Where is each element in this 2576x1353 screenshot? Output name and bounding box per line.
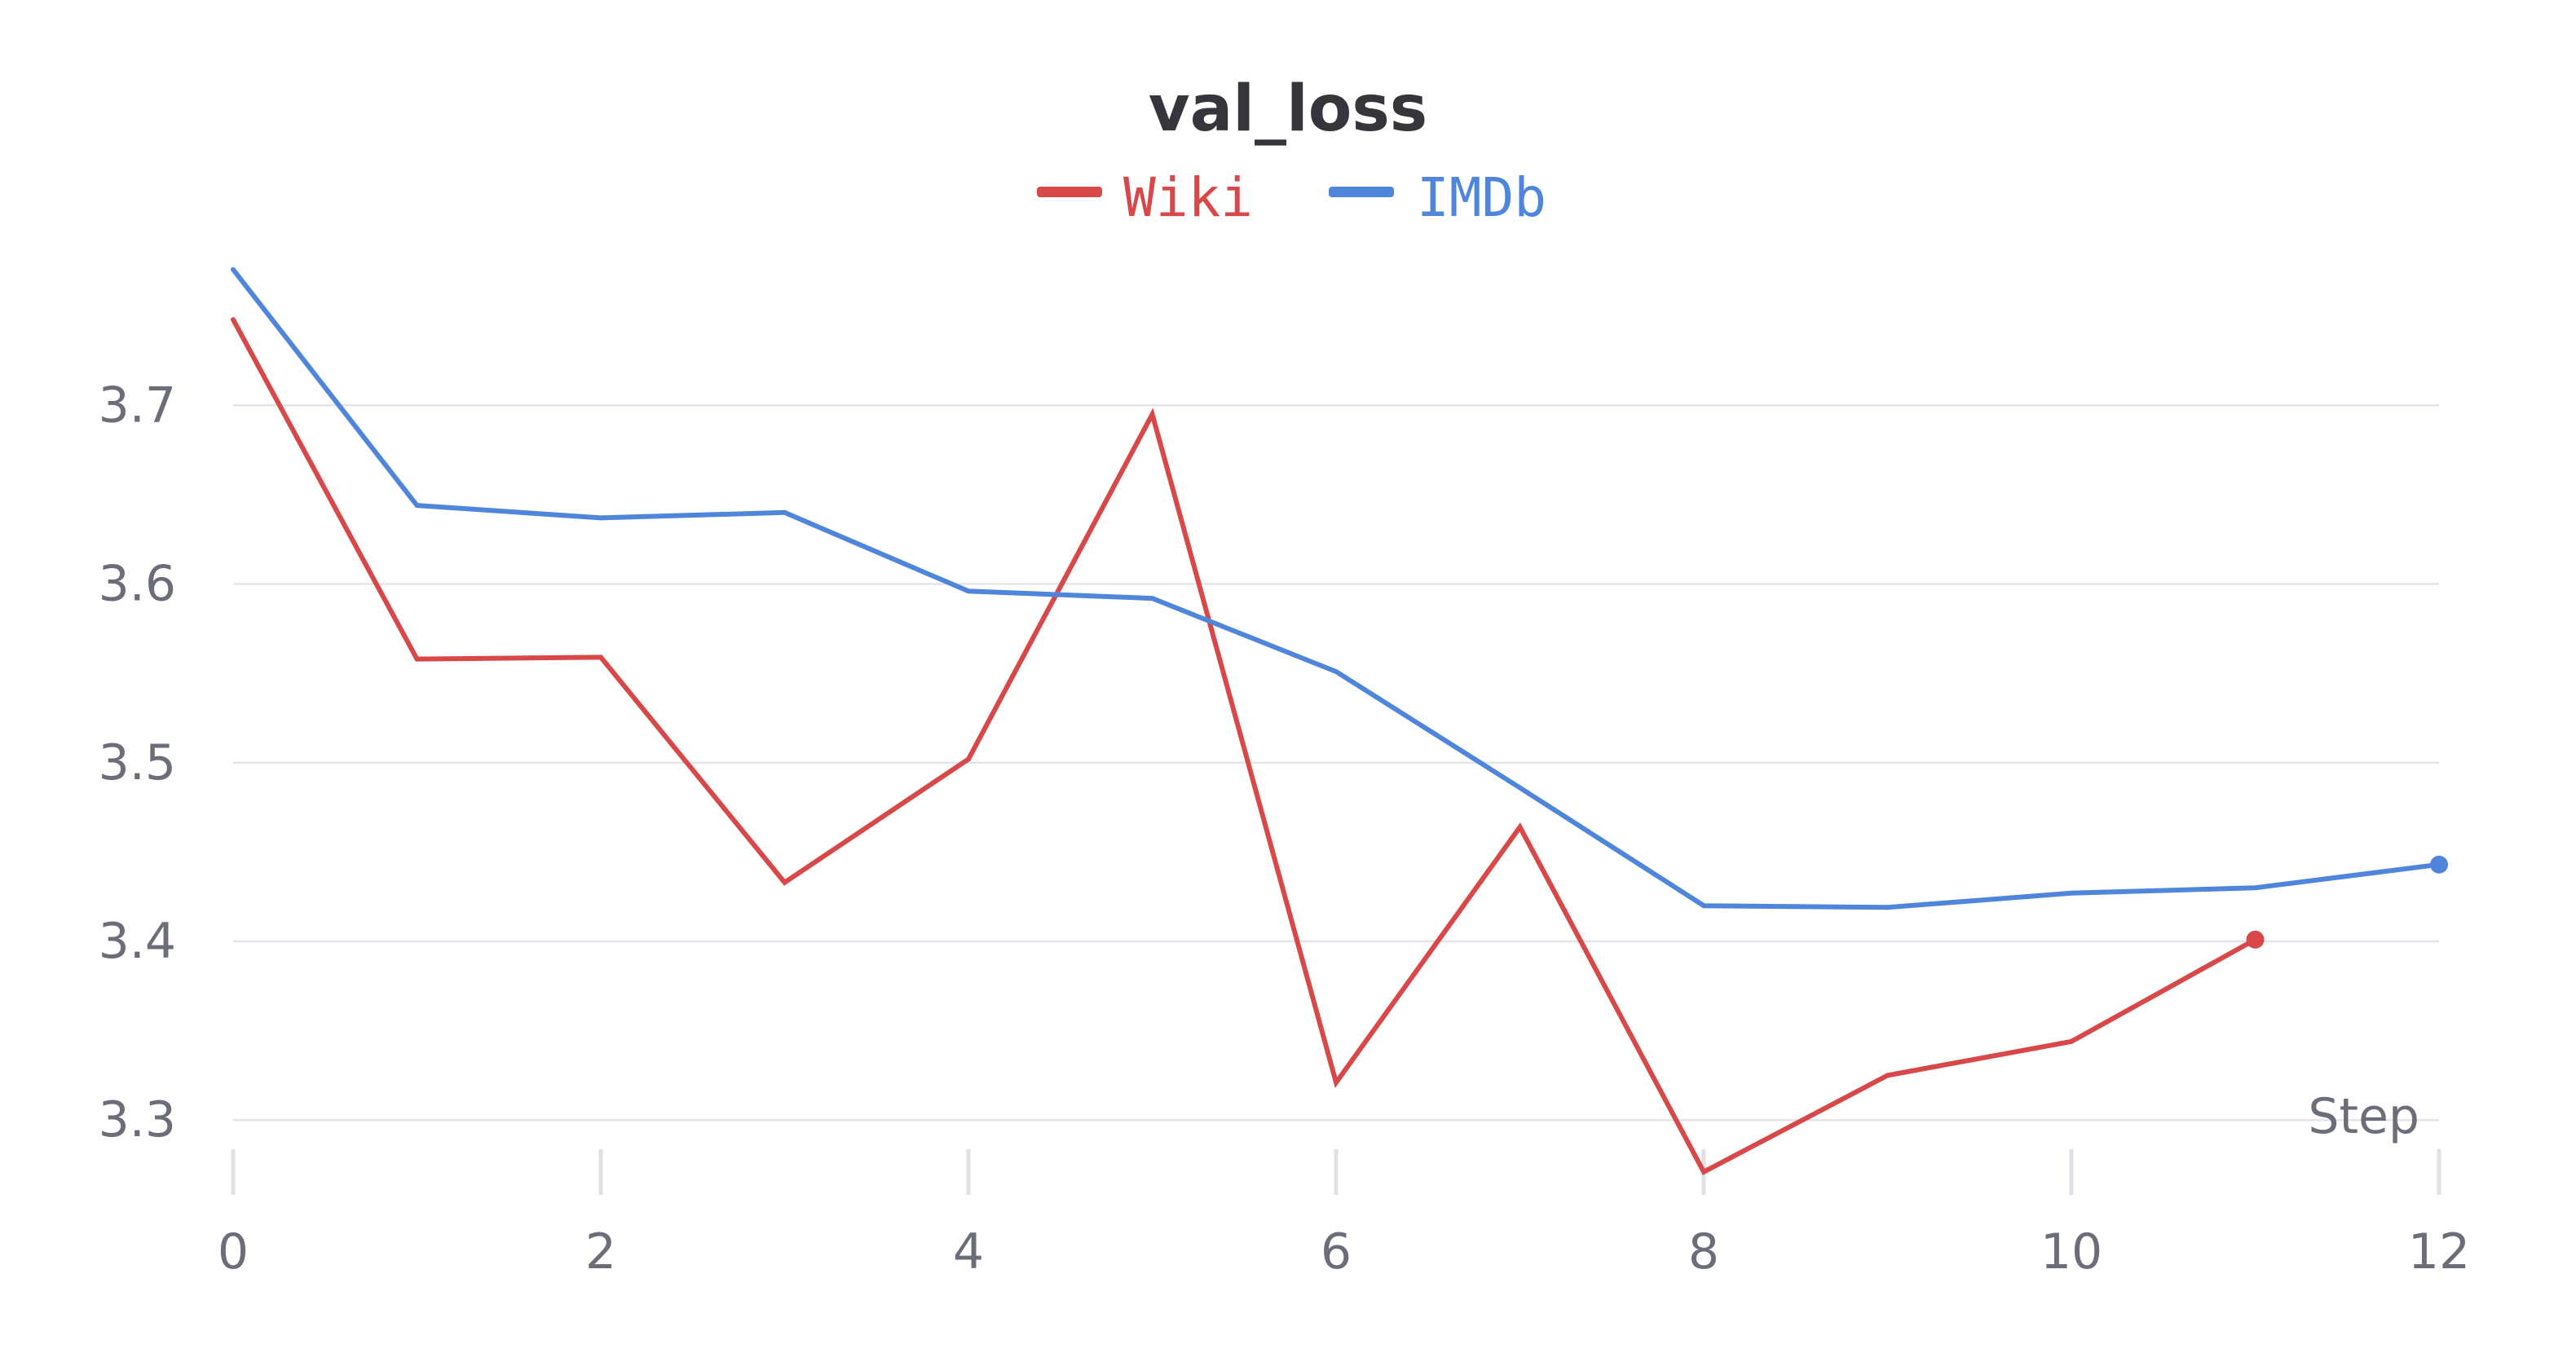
grid [233,404,2439,1122]
x-tick-label: 12 [2408,1223,2470,1280]
y-tick-label: 3.5 [99,734,176,791]
plot-area[interactable] [231,267,2448,1175]
x-tick-label: 6 [1321,1223,1352,1280]
legend-label-wiki: Wiki [1123,166,1253,229]
y-tick-label: 3.7 [99,377,176,434]
series-line-imdb[interactable] [231,267,2441,910]
y-tick-label: 3.4 [99,913,176,970]
legend-swatch-wiki [1037,187,1102,197]
series-endpoint-wiki[interactable] [2246,930,2265,949]
legend[interactable]: Wiki IMDb [1037,166,1546,229]
y-axis: 3.3 3.4 3.5 3.6 3.7 [99,377,176,1148]
legend-item-wiki[interactable]: Wiki [1037,166,1253,229]
y-tick-label: 3.6 [99,556,176,613]
x-tick-label: 0 [218,1223,249,1280]
y-tick-label: 3.3 [99,1091,176,1148]
x-tick-label: 8 [1688,1223,1719,1280]
x-tick-label: 4 [953,1223,984,1280]
legend-label-imdb: IMDb [1417,166,1546,229]
legend-swatch-imdb [1329,187,1394,197]
chart-title: val_loss [1149,73,1427,146]
series-endpoint-imdb[interactable] [2430,855,2448,874]
legend-item-imdb[interactable]: IMDb [1329,166,1546,229]
x-axis-label: Step [2308,1088,2419,1145]
x-axis: 0 2 4 6 8 10 12 [218,1149,2470,1280]
x-tick-label: 2 [585,1223,616,1280]
x-tick-label: 10 [2040,1223,2102,1280]
series-line-wiki[interactable] [231,317,2258,1175]
